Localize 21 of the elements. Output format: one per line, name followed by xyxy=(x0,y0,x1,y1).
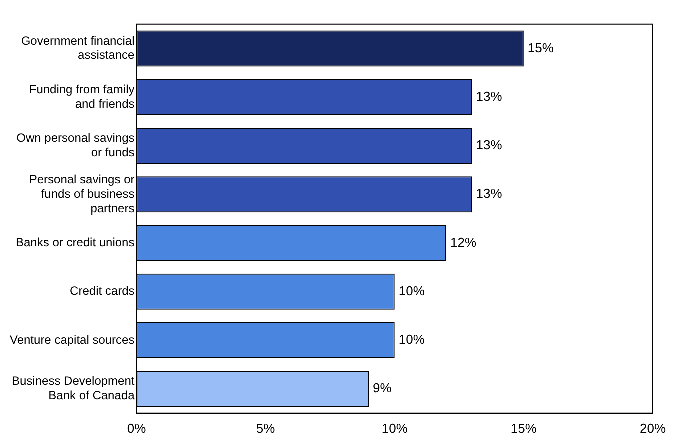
data-label: 15% xyxy=(528,40,554,56)
data-label: 12% xyxy=(450,234,477,250)
data-label: 9% xyxy=(373,380,392,396)
data-label: 10% xyxy=(398,332,426,348)
y-tick-label: Credit cards xyxy=(70,284,135,298)
x-tick-label: 20% xyxy=(640,420,666,436)
x-tick-label: 15% xyxy=(510,420,538,436)
x-tick-label: 0% xyxy=(127,420,147,436)
y-tick-label: Business Development Bank of Canada xyxy=(12,374,136,403)
y-tick-label: Government financial assistance xyxy=(21,34,136,62)
data-label: 13% xyxy=(476,186,503,202)
data-label: 13% xyxy=(476,88,503,104)
data-label: 13% xyxy=(476,138,503,153)
y-tick-label: Own personal savings or funds xyxy=(16,131,135,160)
y-tick-label: Banks or credit unions xyxy=(16,236,135,250)
y-tick-label: Personal savings or funds of business partners xyxy=(29,172,135,216)
x-tick-label: 5% xyxy=(256,420,276,436)
y-tick-label: Venture capital sources xyxy=(10,332,135,347)
x-tick-label: 10% xyxy=(382,420,408,436)
data-label: 10% xyxy=(398,283,426,298)
y-tick-label: Funding from family and friends xyxy=(29,82,135,111)
